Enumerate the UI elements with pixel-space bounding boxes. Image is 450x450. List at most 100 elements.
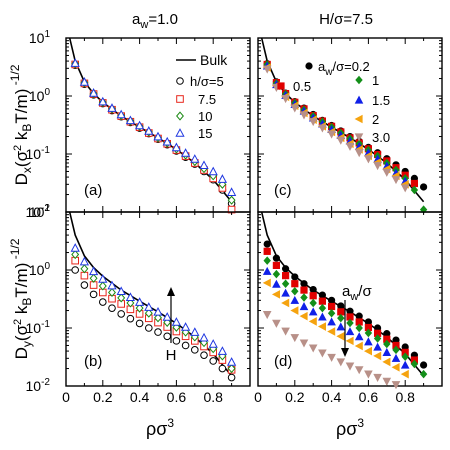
data-point <box>208 166 218 176</box>
data-point <box>291 287 299 296</box>
data-point <box>382 377 392 386</box>
data-point <box>317 322 327 331</box>
data-point <box>79 256 90 266</box>
data-point <box>145 324 153 332</box>
data-point <box>263 256 271 265</box>
data-point <box>327 353 336 362</box>
data-point <box>98 281 107 291</box>
data-point <box>400 360 410 369</box>
data-point <box>290 334 300 343</box>
data-point <box>391 353 401 362</box>
data-point <box>281 272 290 280</box>
data-point <box>400 369 409 379</box>
data-point <box>300 286 308 294</box>
data-point <box>180 322 191 331</box>
data-point <box>272 254 281 262</box>
data-point <box>300 280 308 288</box>
data-point <box>382 357 391 367</box>
aw-arrow-head <box>341 348 349 357</box>
data-point <box>336 136 346 145</box>
data-point <box>144 308 153 318</box>
x-axis-label-left: ρσ3 <box>146 416 174 439</box>
data-point <box>410 185 419 195</box>
data-point <box>420 361 428 369</box>
data-point <box>144 302 154 311</box>
top-right-title: H/σ=7.5 <box>319 11 373 28</box>
data-point <box>98 274 108 283</box>
data-point <box>308 344 318 353</box>
data-point <box>89 273 98 283</box>
data-point <box>364 155 373 164</box>
data-point <box>300 293 308 302</box>
data-point <box>154 313 162 323</box>
panel-label-d: (d) <box>274 353 292 370</box>
x-tick-label: 0 <box>254 389 262 405</box>
data-point <box>373 334 382 343</box>
data-point <box>71 249 80 260</box>
data-point <box>391 381 401 390</box>
data-point <box>126 314 135 323</box>
data-point <box>272 269 281 279</box>
x-tick-label: 0.8 <box>203 389 223 405</box>
data-point <box>392 345 400 355</box>
data-point <box>190 327 200 336</box>
legend-a1_5-marker <box>354 95 364 104</box>
aw-arrow-label: aw/σ <box>342 283 372 303</box>
data-point <box>346 318 354 328</box>
data-point <box>163 317 172 327</box>
legend-a0_5-label: 0.5 <box>293 79 311 94</box>
y-tick-label: 100 <box>29 261 51 278</box>
data-point <box>364 337 373 346</box>
data-point <box>153 306 163 316</box>
data-point <box>227 363 236 374</box>
data-point <box>290 306 299 315</box>
data-point <box>134 297 145 306</box>
data-point <box>208 339 218 348</box>
data-point <box>308 118 318 127</box>
data-point <box>327 317 336 326</box>
data-point <box>291 273 299 281</box>
legend-bulk-label: Bulk <box>200 52 228 68</box>
data-point <box>401 352 409 361</box>
data-point <box>364 328 373 338</box>
data-point <box>217 346 228 355</box>
y-tick-label: 101 <box>29 29 51 46</box>
data-point <box>144 126 154 135</box>
data-point <box>299 302 309 311</box>
data-point <box>309 292 317 300</box>
y-tick-label: 10-2 <box>26 377 51 394</box>
data-point <box>217 174 228 183</box>
data-point <box>318 297 327 305</box>
y-axis-label-bottom: Dy(σ2 kBT/m) -1/2 <box>8 238 34 359</box>
legend-a1-label: 1 <box>372 73 379 88</box>
data-point <box>200 351 208 359</box>
legend-a0_2-label: aw/σ=0.2 <box>318 59 370 78</box>
data-point <box>107 103 117 112</box>
panel-label-c: (c) <box>274 182 292 199</box>
data-point <box>327 327 336 336</box>
data-point <box>80 281 89 289</box>
data-point <box>345 142 355 151</box>
legend-h7_5-label: 7.5 <box>198 92 216 107</box>
data-point <box>218 364 227 373</box>
legend-a2-marker <box>354 114 363 124</box>
data-point <box>364 370 373 379</box>
data-point <box>108 287 116 298</box>
x-tick-label: 0.8 <box>395 389 415 405</box>
data-point <box>70 243 80 252</box>
top-left-title: aw=1.0 <box>132 11 178 31</box>
data-point <box>391 176 401 185</box>
data-point <box>419 369 428 379</box>
data-point <box>162 136 172 146</box>
data-point <box>354 149 364 158</box>
data-point <box>272 261 281 270</box>
data-point <box>327 302 336 311</box>
data-point <box>262 278 271 288</box>
data-point <box>263 240 271 248</box>
legend-h5-marker <box>176 77 184 85</box>
data-point <box>88 88 99 97</box>
data-point <box>262 311 272 320</box>
data-point <box>410 359 419 369</box>
data-point <box>382 168 392 177</box>
